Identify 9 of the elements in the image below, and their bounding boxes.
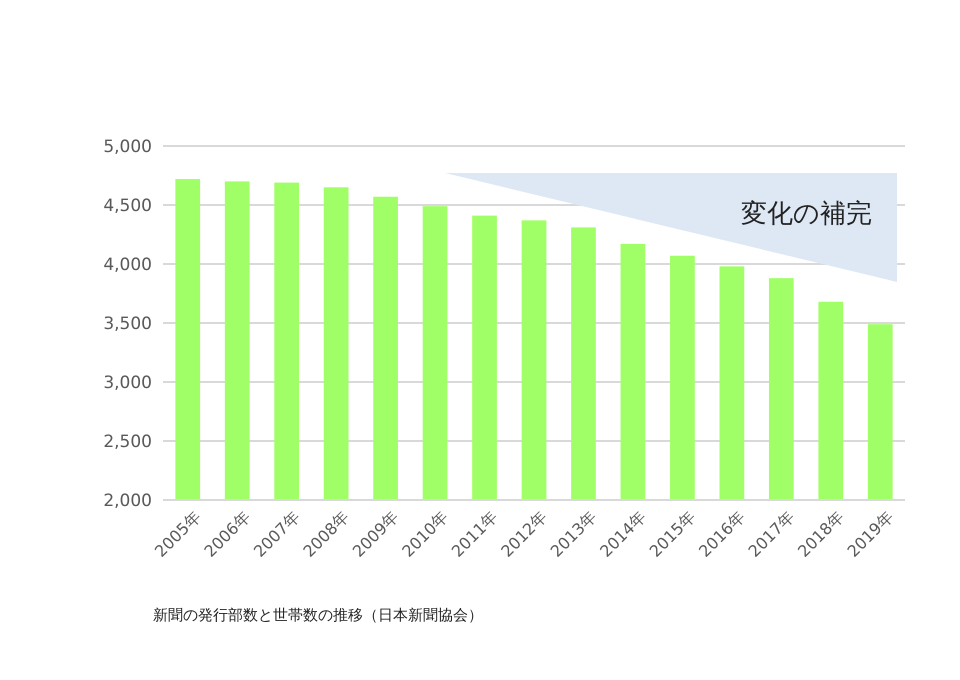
y-tick-label: 2,000: [103, 490, 152, 511]
y-tick-label: 3,000: [103, 372, 152, 393]
y-tick-label: 5,000: [103, 136, 152, 157]
text: 新聞の発行部数と世帯数の推移（日本新聞協会）: [153, 606, 483, 624]
annotation: 変化の補完: [741, 199, 872, 229]
y-tick-label: 4,500: [103, 196, 152, 216]
y-tick-label: 3,500: [103, 314, 152, 334]
y-tick-label: 2,500: [103, 432, 152, 452]
y-tick-label: 4,000: [103, 254, 152, 275]
